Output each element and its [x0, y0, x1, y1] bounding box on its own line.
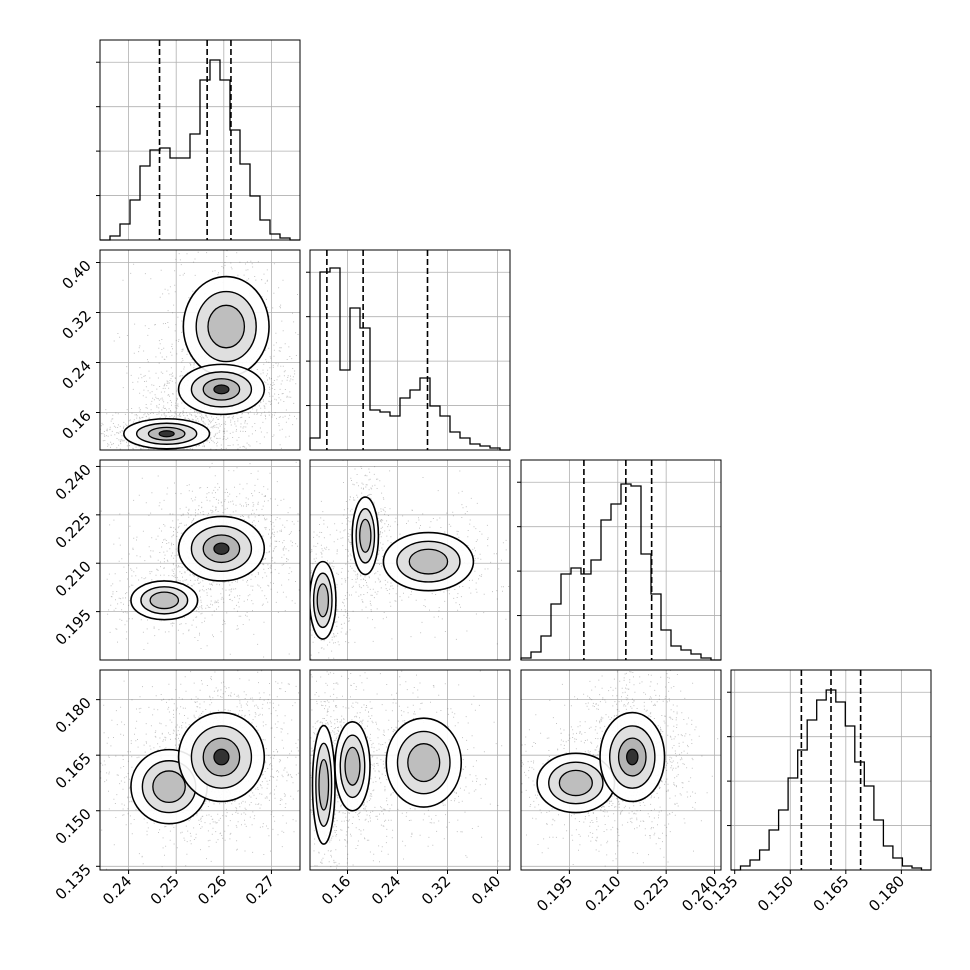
y-tick-label: 0.165: [52, 749, 95, 792]
contour-inner: [344, 746, 361, 786]
scatter-panel-3-0: [99, 669, 301, 871]
histogram-steps: [309, 267, 510, 451]
scatter-panel-3-1: [309, 669, 511, 871]
scatter-panel-1-0: [99, 249, 301, 451]
panel-frame: [99, 249, 301, 451]
y-tick-label: 0.24: [58, 357, 94, 393]
histogram-panel-1: [309, 249, 511, 451]
contour-inner: [207, 304, 246, 349]
panel-frame: [309, 459, 511, 661]
panel-frame: [99, 669, 301, 871]
panel-frame: [520, 669, 722, 871]
x-tick-label: 0.24: [368, 872, 404, 908]
contour-inner: [558, 769, 593, 797]
panel-frame: [309, 249, 511, 451]
contour-inner: [408, 548, 449, 575]
y-tick-label: 0.210: [52, 557, 95, 600]
scatter-points: [521, 670, 719, 867]
y-tick-label: 0.180: [52, 694, 95, 737]
contour-inner: [316, 583, 330, 618]
x-tick-label: 0.195: [533, 872, 576, 915]
x-tick-label: 0.24: [99, 872, 135, 908]
y-tick-label: 0.40: [58, 257, 94, 293]
density-peak: [158, 430, 175, 438]
density-peak: [213, 384, 230, 395]
contour-inner: [359, 518, 372, 553]
scatter-panel-3-2: [520, 669, 722, 871]
density-peak: [626, 748, 639, 766]
x-tick-label: 0.150: [754, 872, 797, 915]
contour-inner: [149, 591, 180, 610]
y-tick-label: 0.195: [52, 606, 95, 649]
panel-frame: [99, 39, 301, 241]
scatter-points: [100, 250, 300, 450]
x-tick-label: 0.32: [418, 872, 454, 908]
y-tick-label: 0.225: [52, 509, 95, 552]
contour-inner: [407, 743, 441, 783]
x-tick-label: 0.26: [194, 872, 230, 908]
x-tick-label: 0.225: [630, 872, 673, 915]
panel-frame: [309, 669, 511, 871]
x-tick-label: 0.16: [318, 872, 354, 908]
x-tick-label: 0.165: [810, 872, 853, 915]
contour-inner: [152, 770, 186, 804]
x-tick-label: 0.180: [865, 872, 908, 915]
histogram-panel-3: [730, 669, 932, 871]
scatter-panel-2-1: [309, 459, 511, 661]
x-tick-label: 0.25: [147, 872, 183, 908]
x-tick-label: 0.40: [468, 872, 504, 908]
y-tick-label: 0.16: [58, 407, 94, 443]
x-tick-label: 0.210: [582, 872, 625, 915]
histogram-panel-0: [99, 39, 301, 241]
y-tick-label: 0.240: [52, 461, 95, 504]
histogram-steps: [100, 59, 300, 241]
panel-frame: [520, 459, 722, 661]
scatter-panel-2-0: [99, 459, 301, 661]
y-tick-label: 0.135: [52, 860, 95, 903]
y-tick-label: 0.150: [52, 805, 95, 848]
histogram-panel-2: [520, 459, 722, 661]
density-peak: [213, 748, 230, 766]
panel-frame: [99, 459, 301, 661]
y-tick-label: 0.32: [58, 307, 94, 343]
x-tick-label: 0.27: [242, 872, 278, 908]
panels-layer: [99, 39, 932, 871]
contour-inner: [318, 758, 330, 811]
density-peak: [213, 542, 230, 555]
panel-frame: [730, 669, 932, 871]
histogram-steps: [520, 483, 721, 661]
